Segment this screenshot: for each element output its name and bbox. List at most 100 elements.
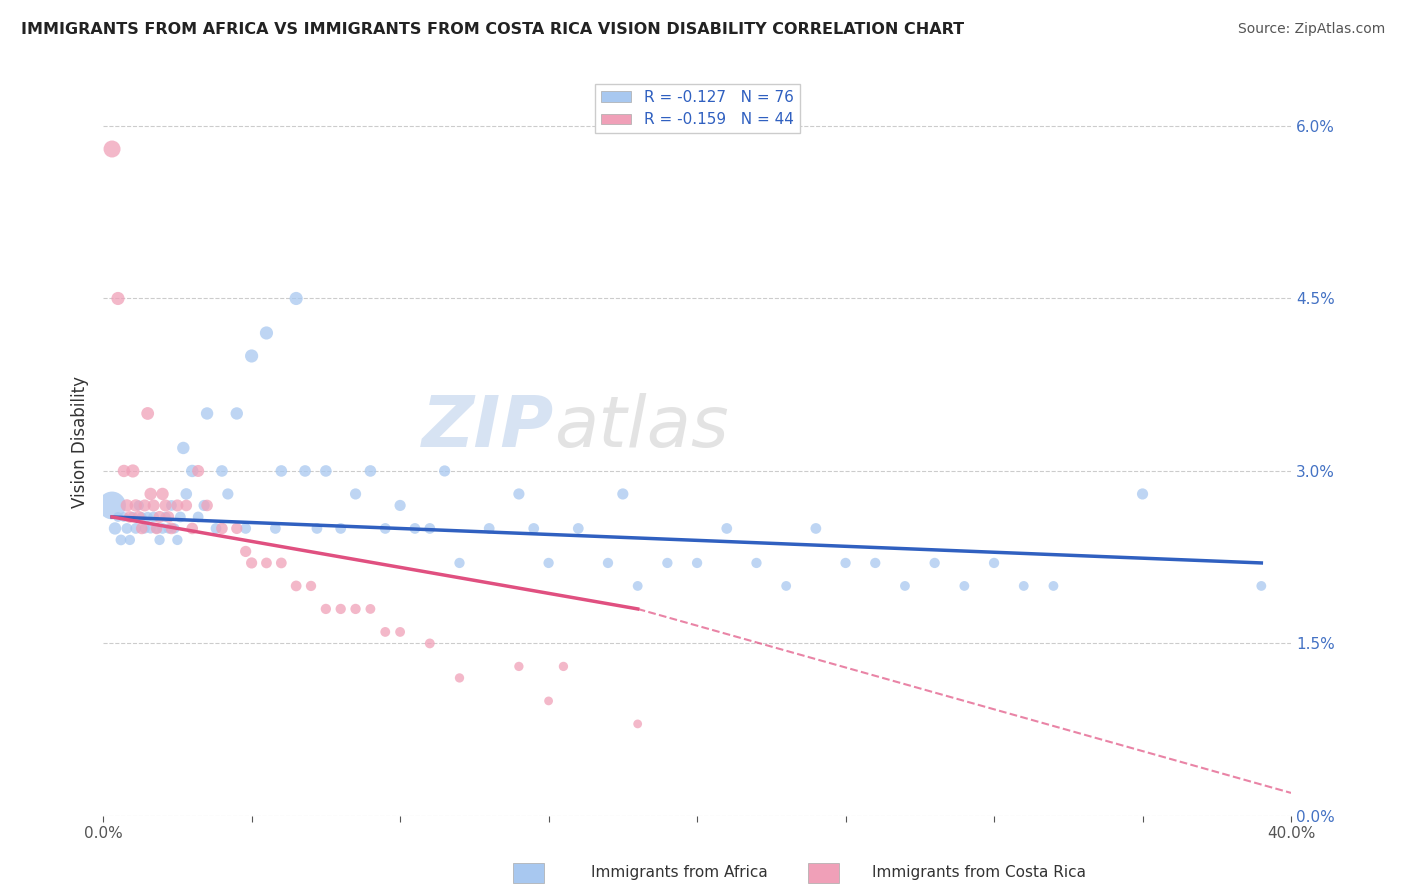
Point (433, 464, 456, 478)
Point (374, 521, 396, 535)
Point (115, 499, 138, 513)
Point (953, 579, 976, 593)
Point (264, 521, 287, 535)
Point (285, 579, 308, 593)
Point (389, 624, 412, 639)
Point (1042, 579, 1064, 593)
Point (118, 510, 141, 524)
Point (142, 510, 165, 524)
Point (404, 521, 426, 535)
Point (121, 464, 143, 478)
Legend: R = -0.127   N = 76, R = -0.159   N = 44: R = -0.127 N = 76, R = -0.159 N = 44 (595, 84, 800, 134)
Point (166, 499, 188, 513)
Point (136, 407, 159, 421)
Point (142, 499, 165, 513)
Point (121, 510, 143, 524)
Point (128, 510, 150, 524)
Point (523, 521, 546, 535)
Point (125, 521, 148, 535)
Point (107, 510, 129, 524)
Point (205, 521, 228, 535)
Point (101, 499, 124, 513)
Point (1012, 579, 1035, 593)
Point (110, 533, 132, 547)
Point (136, 510, 159, 524)
Point (131, 521, 153, 535)
Point (112, 510, 135, 524)
Point (115, 521, 138, 535)
Point (157, 510, 180, 524)
Text: Immigrants from Africa: Immigrants from Africa (591, 865, 768, 880)
Point (172, 441, 194, 455)
Point (211, 521, 233, 535)
Point (128, 499, 150, 513)
Point (112, 464, 135, 478)
Point (163, 521, 186, 535)
Point (104, 521, 127, 535)
Point (657, 556, 679, 570)
Point (187, 464, 209, 478)
Point (315, 602, 337, 616)
Point (983, 556, 1005, 570)
Point (745, 556, 768, 570)
Point (160, 499, 183, 513)
Point (419, 636, 441, 650)
Point (329, 602, 352, 616)
Point (344, 602, 367, 616)
Point (567, 521, 589, 535)
Point (1250, 579, 1272, 593)
Point (374, 624, 396, 639)
Point (537, 694, 560, 708)
Point (270, 556, 292, 570)
Point (894, 579, 917, 593)
Point (612, 487, 634, 501)
Point (449, 556, 471, 570)
Point (537, 556, 560, 570)
Point (924, 556, 946, 570)
Point (148, 510, 170, 524)
Point (193, 499, 215, 513)
Point (139, 487, 162, 501)
Point (775, 579, 797, 593)
Point (305, 521, 328, 535)
Point (131, 510, 153, 524)
Point (195, 499, 218, 513)
Point (478, 521, 501, 535)
Point (134, 499, 156, 513)
Point (240, 556, 263, 570)
Text: atlas: atlas (554, 392, 730, 462)
Point (181, 464, 204, 478)
Point (187, 510, 209, 524)
Point (329, 521, 352, 535)
Y-axis label: Vision Disability: Vision Disability (72, 376, 89, 508)
Point (139, 521, 162, 535)
Point (166, 533, 188, 547)
Point (716, 521, 738, 535)
Point (686, 556, 709, 570)
Point (160, 521, 183, 535)
Point (359, 464, 381, 478)
Point (596, 556, 619, 570)
Point (256, 556, 278, 570)
Text: IMMIGRANTS FROM AFRICA VS IMMIGRANTS FROM COSTA RICA VISION DISABILITY CORRELATI: IMMIGRANTS FROM AFRICA VS IMMIGRANTS FRO… (21, 22, 965, 37)
Point (148, 533, 170, 547)
Point (315, 464, 337, 478)
Point (256, 326, 278, 340)
Point (834, 556, 856, 570)
Point (145, 521, 167, 535)
Point (865, 556, 887, 570)
Point (152, 487, 174, 501)
Point (195, 407, 218, 421)
Point (553, 659, 575, 673)
Point (155, 499, 177, 513)
Text: Source: ZipAtlas.com: Source: ZipAtlas.com (1237, 22, 1385, 37)
Point (225, 521, 247, 535)
Point (134, 521, 156, 535)
Text: Immigrants from Costa Rica: Immigrants from Costa Rica (872, 865, 1085, 880)
Point (804, 521, 827, 535)
Point (174, 487, 197, 501)
Point (169, 510, 191, 524)
Point (217, 487, 239, 501)
Point (235, 544, 257, 558)
Point (270, 464, 292, 478)
